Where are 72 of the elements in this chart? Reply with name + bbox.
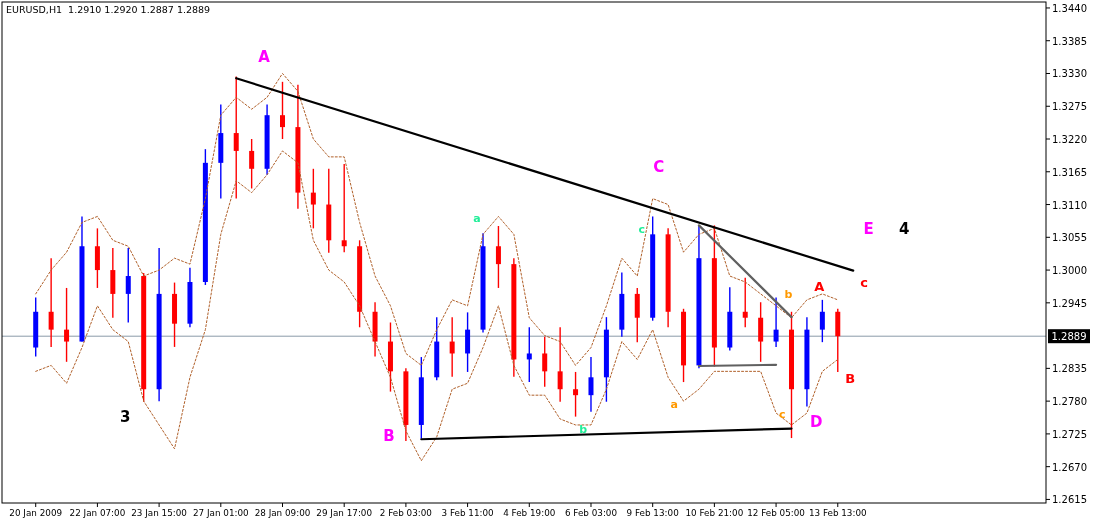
y-tick-label: 1.2945 bbox=[1052, 297, 1087, 309]
x-tick-label: 28 Jan 09:00 bbox=[254, 508, 311, 518]
x-tick-label: 22 Jan 07:00 bbox=[69, 508, 126, 518]
candlestick bbox=[465, 311, 471, 373]
x-tick-label: 13 Feb 13:00 bbox=[808, 508, 868, 518]
y-tick-label: 1.3330 bbox=[1052, 68, 1087, 80]
y-tick-label: 1.2725 bbox=[1052, 428, 1087, 440]
chart-title: EURUSD,H1 1.2910 1.2920 1.2887 1.2889 bbox=[6, 4, 211, 15]
annotation: a bbox=[473, 211, 481, 225]
y-tick-label: 1.3220 bbox=[1052, 134, 1087, 146]
line-series bbox=[35, 150, 839, 462]
annotation: D bbox=[809, 413, 823, 432]
y-tick-label: 1.3110 bbox=[1052, 199, 1087, 211]
candlestick bbox=[280, 81, 285, 140]
y-tick-label: 1.3165 bbox=[1052, 166, 1087, 178]
candlestick bbox=[742, 277, 748, 328]
candlestick bbox=[249, 138, 255, 190]
candlestick bbox=[819, 299, 825, 343]
candlestick bbox=[588, 356, 594, 413]
annotation: E bbox=[863, 220, 874, 239]
annotation: b bbox=[579, 422, 588, 436]
candlestick bbox=[573, 371, 579, 418]
candlestick bbox=[94, 227, 100, 289]
y-tick-label: 1.3055 bbox=[1052, 232, 1087, 244]
candlestick bbox=[64, 287, 70, 363]
annotation: c bbox=[860, 274, 868, 290]
x-tick-label: 12 Feb 05:00 bbox=[747, 508, 806, 518]
x-tick-label: 2 Feb 03:00 bbox=[379, 508, 433, 518]
candlestick bbox=[634, 287, 640, 343]
candlestick bbox=[110, 247, 116, 319]
y-tick-label: 1.2835 bbox=[1052, 363, 1087, 375]
x-tick-label: 9 Feb 13:00 bbox=[626, 508, 680, 518]
candlestick bbox=[773, 296, 779, 348]
annotation: C bbox=[653, 158, 665, 177]
y-tick-label: 1.2780 bbox=[1052, 396, 1087, 408]
y-tick-label: 1.2670 bbox=[1052, 461, 1087, 473]
x-tick-label: 6 Feb 03:00 bbox=[564, 508, 618, 518]
candlestick bbox=[758, 301, 764, 363]
x-tick-label: 29 Jan 17:00 bbox=[316, 508, 373, 518]
x-tick-label: 4 Feb 19:00 bbox=[503, 508, 556, 518]
y-tick-label: 1.2615 bbox=[1052, 494, 1087, 506]
candlestick bbox=[125, 247, 131, 324]
annotation: 3 bbox=[119, 408, 131, 427]
annotation: c bbox=[778, 407, 786, 421]
annotation: c bbox=[638, 222, 646, 236]
candlestick bbox=[233, 75, 239, 200]
x-tick-label: 20 Jan 2009 bbox=[9, 508, 63, 518]
candlestick bbox=[341, 163, 347, 253]
candlestick bbox=[557, 326, 563, 403]
candlestick bbox=[449, 316, 455, 378]
y-tick-label: 1.3385 bbox=[1052, 35, 1087, 47]
annotation: A bbox=[258, 47, 271, 66]
annotation: b bbox=[784, 288, 793, 302]
candlestick bbox=[495, 225, 501, 289]
x-tick-label: 10 Feb 21:00 bbox=[685, 508, 744, 518]
annotation: A bbox=[814, 278, 825, 294]
candlestick bbox=[310, 168, 316, 230]
y-tick-label: 1.3275 bbox=[1052, 101, 1087, 113]
line-series bbox=[35, 72, 839, 366]
x-tick-label: 23 Jan 15:00 bbox=[131, 508, 188, 518]
x-tick-label: 27 Jan 01:00 bbox=[192, 508, 250, 518]
ref-line-label: 1.2889 bbox=[1051, 331, 1087, 343]
candlestick bbox=[48, 257, 54, 348]
annotation: a bbox=[670, 397, 678, 411]
annotation: B bbox=[845, 371, 856, 387]
annotation: 4 bbox=[898, 220, 910, 239]
x-tick-label: 3 Feb 11:00 bbox=[441, 508, 495, 518]
candlestick bbox=[526, 326, 532, 383]
y-tick-label: 1.3440 bbox=[1052, 2, 1087, 14]
annotation: B bbox=[383, 427, 395, 446]
y-tick-label: 1.3000 bbox=[1052, 265, 1087, 277]
candlestick bbox=[542, 336, 548, 388]
